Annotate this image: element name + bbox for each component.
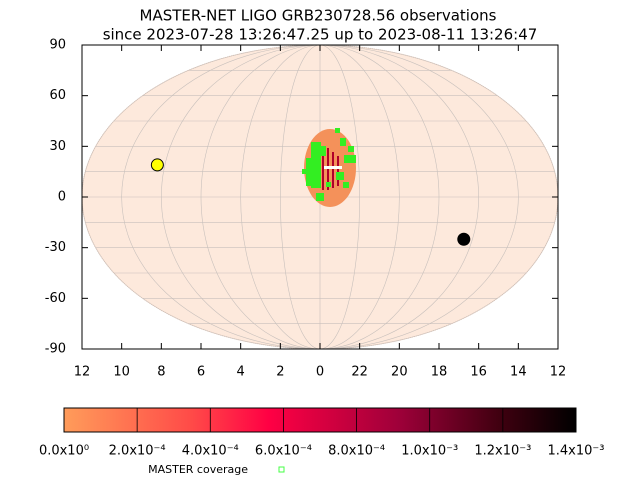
x-tick-label: 22 [351, 365, 368, 380]
colorbar-tick-label: 1.0x10⁻³ [401, 444, 458, 459]
y-tick-label: -30 [45, 240, 66, 255]
x-tick-label: 4 [237, 365, 245, 380]
colorbar-tick-label: 1.4x10⁻³ [548, 444, 605, 459]
x-tick-label: 20 [391, 365, 408, 380]
colorbar-tick-label: 2.0x10⁻⁴ [109, 444, 166, 459]
observation-fields [302, 128, 356, 201]
x-tick-label: 8 [157, 365, 165, 380]
x-tick-label: 14 [510, 365, 527, 380]
colorbar [63, 407, 577, 433]
x-tick-label: 12 [74, 365, 91, 380]
x-tick-label: 10 [113, 365, 130, 380]
x-tick-label: 12 [550, 365, 567, 380]
x-tick-label: 6 [197, 365, 205, 380]
y-tick-label: 60 [49, 88, 66, 103]
y-tick-label: -60 [45, 291, 66, 306]
colorbar-tick-label: 1.2x10⁻³ [474, 444, 531, 459]
y-tick-label: 90 [49, 38, 66, 53]
x-tick-label: 18 [431, 365, 448, 380]
y-tick-label: -90 [45, 342, 66, 357]
chart-subtitle: since 2023-07-28 13:26:47.25 up to 2023-… [103, 26, 538, 44]
coverage [302, 128, 356, 207]
colorbar-tick-label: 6.0x10⁻⁴ [255, 444, 312, 459]
x-tick-label: 16 [470, 365, 487, 380]
x-tick-label: 2 [276, 365, 284, 380]
coverage-peak [322, 148, 342, 190]
legend-marker [278, 466, 285, 473]
marker [150, 158, 164, 172]
legend-label: MASTER coverage [148, 463, 248, 476]
colorbar-tick-label: 4.0x10⁻⁴ [182, 444, 239, 459]
y-tick-label: 0 [58, 190, 66, 205]
x-tick-label: 0 [316, 365, 324, 380]
y-tick-label: 30 [49, 139, 66, 154]
colorbar-tick-label: 8.0x10⁻⁴ [328, 444, 385, 459]
marker [457, 232, 471, 246]
chart-title: MASTER-NET LIGO GRB230728.56 observation… [140, 7, 497, 25]
colorbar-tick-label: 0.0x10⁰ [39, 444, 89, 459]
